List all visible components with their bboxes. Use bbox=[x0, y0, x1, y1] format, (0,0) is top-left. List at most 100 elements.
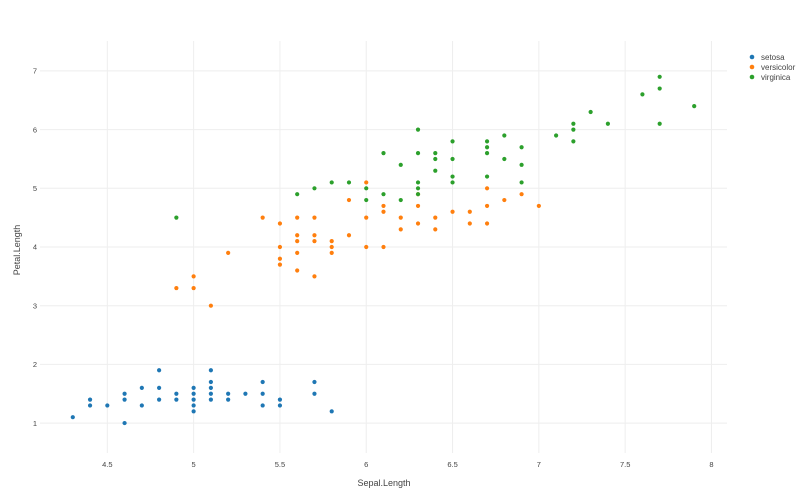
point-setosa[interactable] bbox=[87, 403, 93, 408]
point-virginica[interactable] bbox=[450, 174, 455, 179]
point-setosa[interactable] bbox=[243, 391, 248, 396]
point-versicolor[interactable] bbox=[277, 262, 283, 267]
point-versicolor[interactable] bbox=[191, 274, 196, 279]
point-versicolor[interactable] bbox=[312, 215, 317, 220]
point-setosa[interactable] bbox=[191, 385, 196, 390]
point-setosa[interactable] bbox=[122, 420, 127, 426]
point-setosa[interactable] bbox=[208, 379, 213, 385]
point-virginica[interactable] bbox=[502, 156, 507, 162]
point-virginica[interactable] bbox=[364, 186, 369, 191]
point-setosa[interactable] bbox=[122, 397, 127, 402]
point-virginica[interactable] bbox=[174, 215, 179, 220]
point-virginica[interactable] bbox=[588, 109, 593, 115]
point-versicolor[interactable] bbox=[433, 227, 438, 232]
point-virginica[interactable] bbox=[519, 162, 524, 167]
point-setosa[interactable] bbox=[139, 403, 144, 408]
point-setosa[interactable] bbox=[191, 397, 196, 402]
point-versicolor[interactable] bbox=[381, 244, 386, 250]
point-virginica[interactable] bbox=[484, 139, 490, 144]
point-versicolor[interactable] bbox=[467, 221, 472, 226]
point-virginica[interactable] bbox=[364, 197, 369, 203]
point-versicolor[interactable] bbox=[381, 209, 386, 214]
point-setosa[interactable] bbox=[329, 409, 334, 414]
point-versicolor[interactable] bbox=[519, 192, 524, 197]
point-setosa[interactable] bbox=[174, 397, 179, 402]
point-setosa[interactable] bbox=[277, 403, 283, 408]
point-virginica[interactable] bbox=[450, 180, 455, 185]
point-versicolor[interactable] bbox=[295, 233, 300, 238]
point-setosa[interactable] bbox=[157, 385, 162, 390]
point-versicolor[interactable] bbox=[312, 239, 317, 244]
point-virginica[interactable] bbox=[433, 150, 438, 156]
point-setosa[interactable] bbox=[139, 385, 144, 390]
point-setosa[interactable] bbox=[312, 379, 317, 385]
point-versicolor[interactable] bbox=[502, 197, 507, 203]
point-versicolor[interactable] bbox=[415, 203, 421, 209]
point-versicolor[interactable] bbox=[295, 215, 300, 220]
point-virginica[interactable] bbox=[415, 150, 421, 156]
point-virginica[interactable] bbox=[657, 74, 662, 79]
point-versicolor[interactable] bbox=[312, 233, 317, 238]
point-versicolor[interactable] bbox=[226, 250, 231, 255]
point-setosa[interactable] bbox=[226, 397, 231, 402]
point-virginica[interactable] bbox=[346, 180, 352, 185]
point-versicolor[interactable] bbox=[295, 239, 300, 244]
point-versicolor[interactable] bbox=[295, 250, 300, 255]
point-versicolor[interactable] bbox=[277, 256, 283, 261]
point-virginica[interactable] bbox=[484, 174, 490, 179]
point-versicolor[interactable] bbox=[277, 244, 283, 250]
point-virginica[interactable] bbox=[415, 186, 421, 191]
point-setosa[interactable] bbox=[277, 397, 283, 402]
point-versicolor[interactable] bbox=[450, 209, 455, 214]
point-versicolor[interactable] bbox=[381, 203, 386, 209]
point-virginica[interactable] bbox=[571, 127, 576, 132]
point-setosa[interactable] bbox=[208, 385, 213, 390]
point-virginica[interactable] bbox=[415, 180, 421, 185]
point-versicolor[interactable] bbox=[208, 303, 213, 308]
point-virginica[interactable] bbox=[692, 104, 697, 109]
point-setosa[interactable] bbox=[174, 391, 179, 396]
point-virginica[interactable] bbox=[450, 139, 455, 144]
point-virginica[interactable] bbox=[433, 156, 438, 162]
point-virginica[interactable] bbox=[519, 180, 524, 185]
point-versicolor[interactable] bbox=[398, 227, 403, 232]
legend-item-versicolor[interactable]: versicolor bbox=[749, 63, 796, 72]
point-virginica[interactable] bbox=[484, 145, 490, 150]
point-setosa[interactable] bbox=[70, 415, 75, 420]
point-versicolor[interactable] bbox=[329, 250, 334, 255]
point-virginica[interactable] bbox=[312, 186, 317, 191]
point-versicolor[interactable] bbox=[346, 233, 352, 238]
point-setosa[interactable] bbox=[87, 397, 93, 402]
point-setosa[interactable] bbox=[191, 403, 196, 408]
point-versicolor[interactable] bbox=[329, 244, 334, 250]
point-virginica[interactable] bbox=[381, 192, 386, 197]
point-setosa[interactable] bbox=[260, 403, 265, 408]
point-setosa[interactable] bbox=[208, 368, 213, 373]
point-setosa[interactable] bbox=[191, 409, 196, 414]
point-versicolor[interactable] bbox=[174, 285, 179, 291]
point-virginica[interactable] bbox=[398, 197, 403, 203]
point-virginica[interactable] bbox=[502, 133, 507, 138]
point-virginica[interactable] bbox=[450, 156, 455, 162]
point-virginica[interactable] bbox=[381, 150, 386, 156]
point-versicolor[interactable] bbox=[484, 221, 490, 226]
point-versicolor[interactable] bbox=[364, 215, 369, 220]
point-versicolor[interactable] bbox=[346, 197, 352, 203]
point-setosa[interactable] bbox=[312, 391, 317, 396]
point-setosa[interactable] bbox=[226, 391, 231, 396]
point-virginica[interactable] bbox=[415, 192, 421, 197]
point-setosa[interactable] bbox=[260, 379, 265, 385]
point-virginica[interactable] bbox=[415, 127, 421, 132]
point-versicolor[interactable] bbox=[415, 221, 421, 226]
point-virginica[interactable] bbox=[571, 139, 576, 144]
point-versicolor[interactable] bbox=[467, 209, 472, 214]
point-virginica[interactable] bbox=[398, 162, 403, 167]
point-versicolor[interactable] bbox=[295, 268, 300, 273]
point-setosa[interactable] bbox=[157, 397, 162, 402]
point-versicolor[interactable] bbox=[312, 274, 317, 279]
point-virginica[interactable] bbox=[329, 180, 334, 185]
point-virginica[interactable] bbox=[519, 145, 524, 150]
point-setosa[interactable] bbox=[191, 391, 196, 396]
legend-item-virginica[interactable]: virginica bbox=[749, 73, 791, 82]
